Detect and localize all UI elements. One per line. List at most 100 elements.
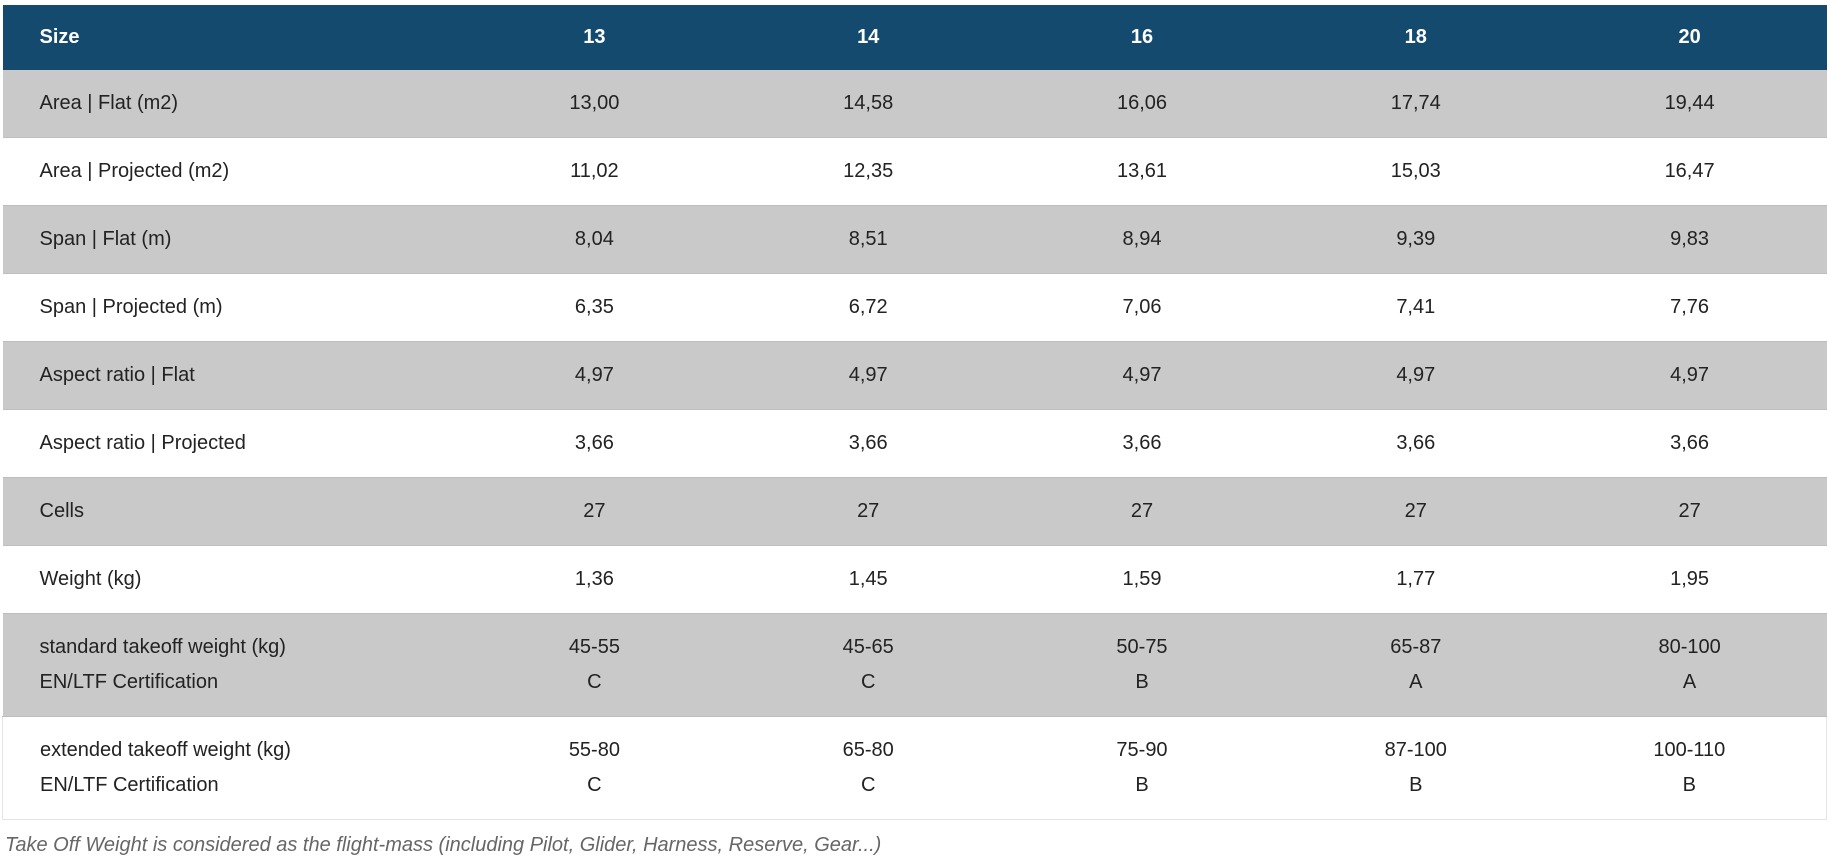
table-cell: 4,97 bbox=[457, 341, 732, 410]
table-cell: 27 bbox=[1278, 477, 1553, 546]
table-cell: 1,36 bbox=[457, 545, 732, 614]
table-cell: 4,97 bbox=[1278, 341, 1553, 410]
cell-line: 55-80 bbox=[568, 739, 620, 761]
cell-line: 80-100 bbox=[1658, 636, 1721, 658]
table-cell: 1,77 bbox=[1278, 545, 1553, 614]
table-cell: 27 bbox=[731, 477, 1006, 546]
table-row: Span | Flat (m) 8,04 8,51 8,94 9,39 9,83 bbox=[2, 205, 1827, 274]
table-row: Aspect ratio | Flat 4,97 4,97 4,97 4,97 4,97 bbox=[2, 341, 1827, 410]
header-cell: Size bbox=[2, 5, 458, 70]
table-row: Aspect ratio | Projected 3,66 3,66 3,66 3,66… bbox=[2, 409, 1827, 478]
table-cell: 8,51 bbox=[731, 205, 1006, 274]
table-cell: Area | Projected (m2) bbox=[2, 137, 458, 206]
table-cell: 4,97 bbox=[731, 341, 1006, 410]
header-cell: 20 bbox=[1552, 5, 1827, 70]
table-row: Area | Projected (m2) 11,02 12,35 13,61 15,0… bbox=[2, 137, 1827, 206]
table-cell: 45-55 C bbox=[457, 613, 732, 717]
table-cell: 65-87 A bbox=[1278, 613, 1553, 717]
table-cell: 4,97 bbox=[1005, 341, 1279, 410]
table-cell: 1,95 bbox=[1552, 545, 1827, 614]
table-row: standard takeoff weight (kg) EN/LTF Certi… bbox=[2, 613, 1827, 717]
table-cell: 17,74 bbox=[1278, 70, 1553, 138]
table-cell: 3,66 bbox=[457, 409, 732, 478]
table-cell: 1,59 bbox=[1005, 545, 1279, 614]
table-cell: 87-100 B bbox=[1278, 716, 1553, 820]
table-cell: 45-65 C bbox=[731, 613, 1006, 717]
cell-line: 75-90 bbox=[1116, 739, 1168, 761]
header-cell: 14 bbox=[731, 5, 1006, 70]
cell-line: 45-55 bbox=[568, 636, 620, 658]
spec-table-container: Size 13 14 16 18 20 Area | Flat (m2) 13,00 14,5… bbox=[2, 5, 1827, 820]
table-cell: 100-110 B bbox=[1552, 716, 1827, 820]
table-cell: 16,47 bbox=[1552, 137, 1827, 206]
table-cell: 9,39 bbox=[1278, 205, 1553, 274]
table-cell: 9,83 bbox=[1552, 205, 1827, 274]
header-cell: 13 bbox=[457, 5, 732, 70]
table-row: Span | Projected (m) 6,35 6,72 7,06 7,41 7,76 bbox=[2, 273, 1827, 342]
cell-line: 100-110 bbox=[1653, 739, 1726, 761]
table-row: Weight (kg) 1,36 1,45 1,59 1,77 1,95 bbox=[2, 545, 1827, 614]
cell-line: C bbox=[587, 774, 602, 796]
table-cell: 13,00 bbox=[457, 70, 732, 138]
table-row: Cells 27 27 27 27 27 bbox=[2, 477, 1827, 546]
table-cell: 13,61 bbox=[1005, 137, 1279, 206]
cell-line: C bbox=[860, 774, 876, 796]
table-cell: 16,06 bbox=[1005, 70, 1279, 138]
footnote: Take Off Weight is considered as the fli… bbox=[5, 834, 882, 856]
cell-line: B bbox=[1682, 774, 1697, 796]
table-cell: 11,02 bbox=[457, 137, 732, 206]
table-cell: 8,94 bbox=[1005, 205, 1279, 274]
table-cell: 27 bbox=[457, 477, 732, 546]
table-cell: 55-80 C bbox=[457, 716, 732, 820]
cell-line: 45-65 bbox=[842, 636, 894, 658]
table-cell: 3,66 bbox=[1552, 409, 1827, 478]
cell-line: C bbox=[860, 671, 876, 693]
table-cell: 3,66 bbox=[1278, 409, 1553, 478]
header-cell: 16 bbox=[1005, 5, 1279, 70]
table-cell: 65-80 C bbox=[731, 716, 1006, 820]
table-cell: extended takeoff weight (kg) EN/LTF Certi… bbox=[2, 716, 458, 820]
table-row: Area | Flat (m2) 13,00 14,58 16,06 17,74 19,4… bbox=[2, 70, 1827, 138]
cell-line: 65-87 bbox=[1390, 636, 1442, 658]
table-cell: Span | Flat (m) bbox=[2, 205, 458, 274]
table-cell: 15,03 bbox=[1278, 137, 1553, 206]
table-cell: 7,41 bbox=[1278, 273, 1553, 342]
table-row: extended takeoff weight (kg) EN/LTF Certi… bbox=[2, 716, 1827, 820]
table-cell: 14,58 bbox=[731, 70, 1006, 138]
table-cell: 12,35 bbox=[731, 137, 1006, 206]
cell-line: B bbox=[1135, 671, 1149, 693]
table-cell: 4,97 bbox=[1552, 341, 1827, 410]
cell-line: 87-100 bbox=[1384, 739, 1447, 761]
table-cell: 3,66 bbox=[1005, 409, 1279, 478]
table-cell: 50-75 B bbox=[1005, 613, 1279, 717]
table-cell: 1,45 bbox=[731, 545, 1006, 614]
cell-line: standard takeoff weight (kg) bbox=[39, 636, 286, 658]
cell-line: A bbox=[1409, 671, 1423, 693]
table-cell: 19,44 bbox=[1552, 70, 1827, 138]
table-body: Area | Flat (m2) 13,00 14,58 16,06 17,74 19,4… bbox=[2, 70, 1827, 820]
table-cell: Aspect ratio | Projected bbox=[2, 409, 458, 478]
table-cell: 6,35 bbox=[457, 273, 732, 342]
table-cell: 27 bbox=[1552, 477, 1827, 546]
cell-line: B bbox=[1135, 774, 1149, 796]
table-cell: 7,76 bbox=[1552, 273, 1827, 342]
cell-line: EN/LTF Certification bbox=[39, 671, 219, 693]
header-cell: 18 bbox=[1278, 5, 1553, 70]
table-cell: Span | Projected (m) bbox=[2, 273, 458, 342]
table-cell: Area | Flat (m2) bbox=[2, 70, 458, 138]
cell-line: 65-80 bbox=[842, 739, 894, 761]
header-row: Size 13 14 16 18 20 bbox=[2, 5, 1827, 70]
table-cell: 27 bbox=[1005, 477, 1279, 546]
table-cell: standard takeoff weight (kg) EN/LTF Certi… bbox=[2, 613, 458, 717]
cell-line: B bbox=[1409, 774, 1423, 796]
cell-line: C bbox=[587, 671, 602, 693]
table-cell: Weight (kg) bbox=[2, 545, 458, 614]
cell-line: A bbox=[1682, 671, 1697, 693]
table-cell: 8,04 bbox=[457, 205, 732, 274]
table-cell: 3,66 bbox=[731, 409, 1006, 478]
table-cell: 7,06 bbox=[1005, 273, 1279, 342]
table-cell: 6,72 bbox=[731, 273, 1006, 342]
table-cell: Aspect ratio | Flat bbox=[2, 341, 458, 410]
cell-line: 50-75 bbox=[1116, 636, 1168, 658]
